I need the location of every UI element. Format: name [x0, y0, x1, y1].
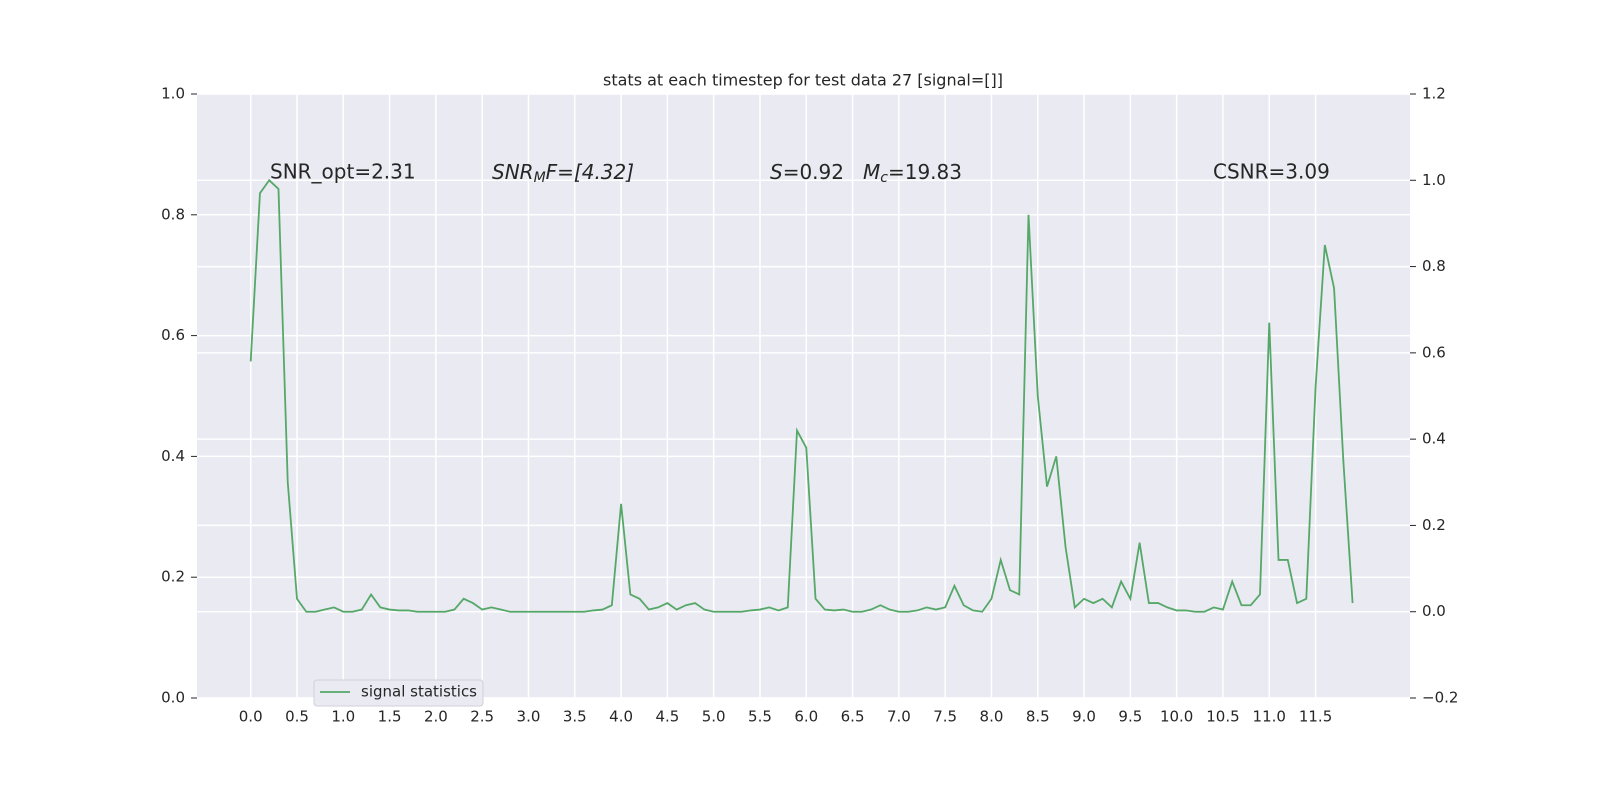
x-tick-label: 7.5	[933, 708, 957, 726]
y2-tick-label: 0.2	[1422, 516, 1446, 534]
chart-title: stats at each timestep for test data 27 …	[603, 71, 1003, 90]
x-tick-label: 0.0	[239, 708, 263, 726]
x-tick-label: 6.0	[794, 708, 818, 726]
marks	[249, 178, 1354, 613]
y2-tick-label: 0.8	[1422, 257, 1446, 275]
x-tick-label: 4.5	[655, 708, 679, 726]
x-tick-label: 11.0	[1253, 708, 1286, 726]
annotation: SNRMF=[4.32]	[492, 160, 634, 187]
y-tick-label: 0.8	[161, 205, 185, 223]
x-tick-label: 3.5	[563, 708, 587, 726]
y2-tick-label: 1.0	[1422, 171, 1446, 189]
x-tick-label: 3.0	[517, 708, 541, 726]
annotation-part: S	[770, 160, 783, 184]
x-tick-label: 1.0	[331, 708, 355, 726]
y-tick-label: 0.4	[161, 447, 185, 465]
grid	[197, 93, 1410, 699]
y2-tick-label: 0.6	[1422, 343, 1446, 361]
x-tick-label: 10.5	[1206, 708, 1239, 726]
x-tick-label: 9.0	[1072, 708, 1096, 726]
y-tick-label: 0.6	[161, 326, 185, 344]
legend-label: signal statistics	[361, 683, 477, 701]
x-tick-label: 2.0	[424, 708, 448, 726]
plot-area	[197, 94, 1410, 698]
x-tick-label: 5.5	[748, 708, 772, 726]
x-tick-label: 8.5	[1026, 708, 1050, 726]
series-line	[249, 178, 1354, 613]
x-tick-label: 11.5	[1299, 708, 1332, 726]
y-tick-label: 0.2	[161, 568, 185, 586]
x-tick-label: 8.0	[980, 708, 1004, 726]
y2-tick-label: 0.0	[1422, 602, 1446, 620]
annotation: SNR_opt=2.31	[270, 160, 416, 184]
annotation-part: M	[534, 170, 546, 186]
annotation-part: M	[863, 160, 880, 184]
annotation-part: =19.83	[888, 160, 962, 184]
annotation: S=0.92	[770, 160, 844, 184]
annotation: CSNR=3.09	[1213, 160, 1330, 184]
legend-box	[313, 679, 484, 707]
x-tick-label: 1.5	[378, 708, 402, 726]
x-tick-label: 5.0	[702, 708, 726, 726]
x-tick-label: 10.0	[1160, 708, 1193, 726]
x-tick-label: 4.0	[609, 708, 633, 726]
legend: signal statistics	[313, 679, 484, 707]
annotation-part: =0.92	[783, 160, 844, 184]
annotation-part: c	[880, 170, 888, 186]
annotation-part: F=[4.32]	[546, 160, 634, 184]
annotation: Mc=19.83	[863, 160, 962, 187]
y2-tick-label: 0.4	[1422, 430, 1446, 448]
x-tick-label: 7.0	[887, 708, 911, 726]
annotation-part: SNR	[492, 160, 534, 184]
y2-tick-label: −0.2	[1422, 689, 1458, 707]
x-tick-label: 6.5	[841, 708, 865, 726]
x-tick-label: 0.5	[285, 708, 309, 726]
y2-tick-label: 1.2	[1422, 85, 1446, 103]
x-tick-label: 2.5	[470, 708, 494, 726]
y-tick-label: 1.0	[161, 85, 185, 103]
y-tick-label: 0.0	[161, 689, 185, 707]
x-tick-label: 9.5	[1118, 708, 1142, 726]
